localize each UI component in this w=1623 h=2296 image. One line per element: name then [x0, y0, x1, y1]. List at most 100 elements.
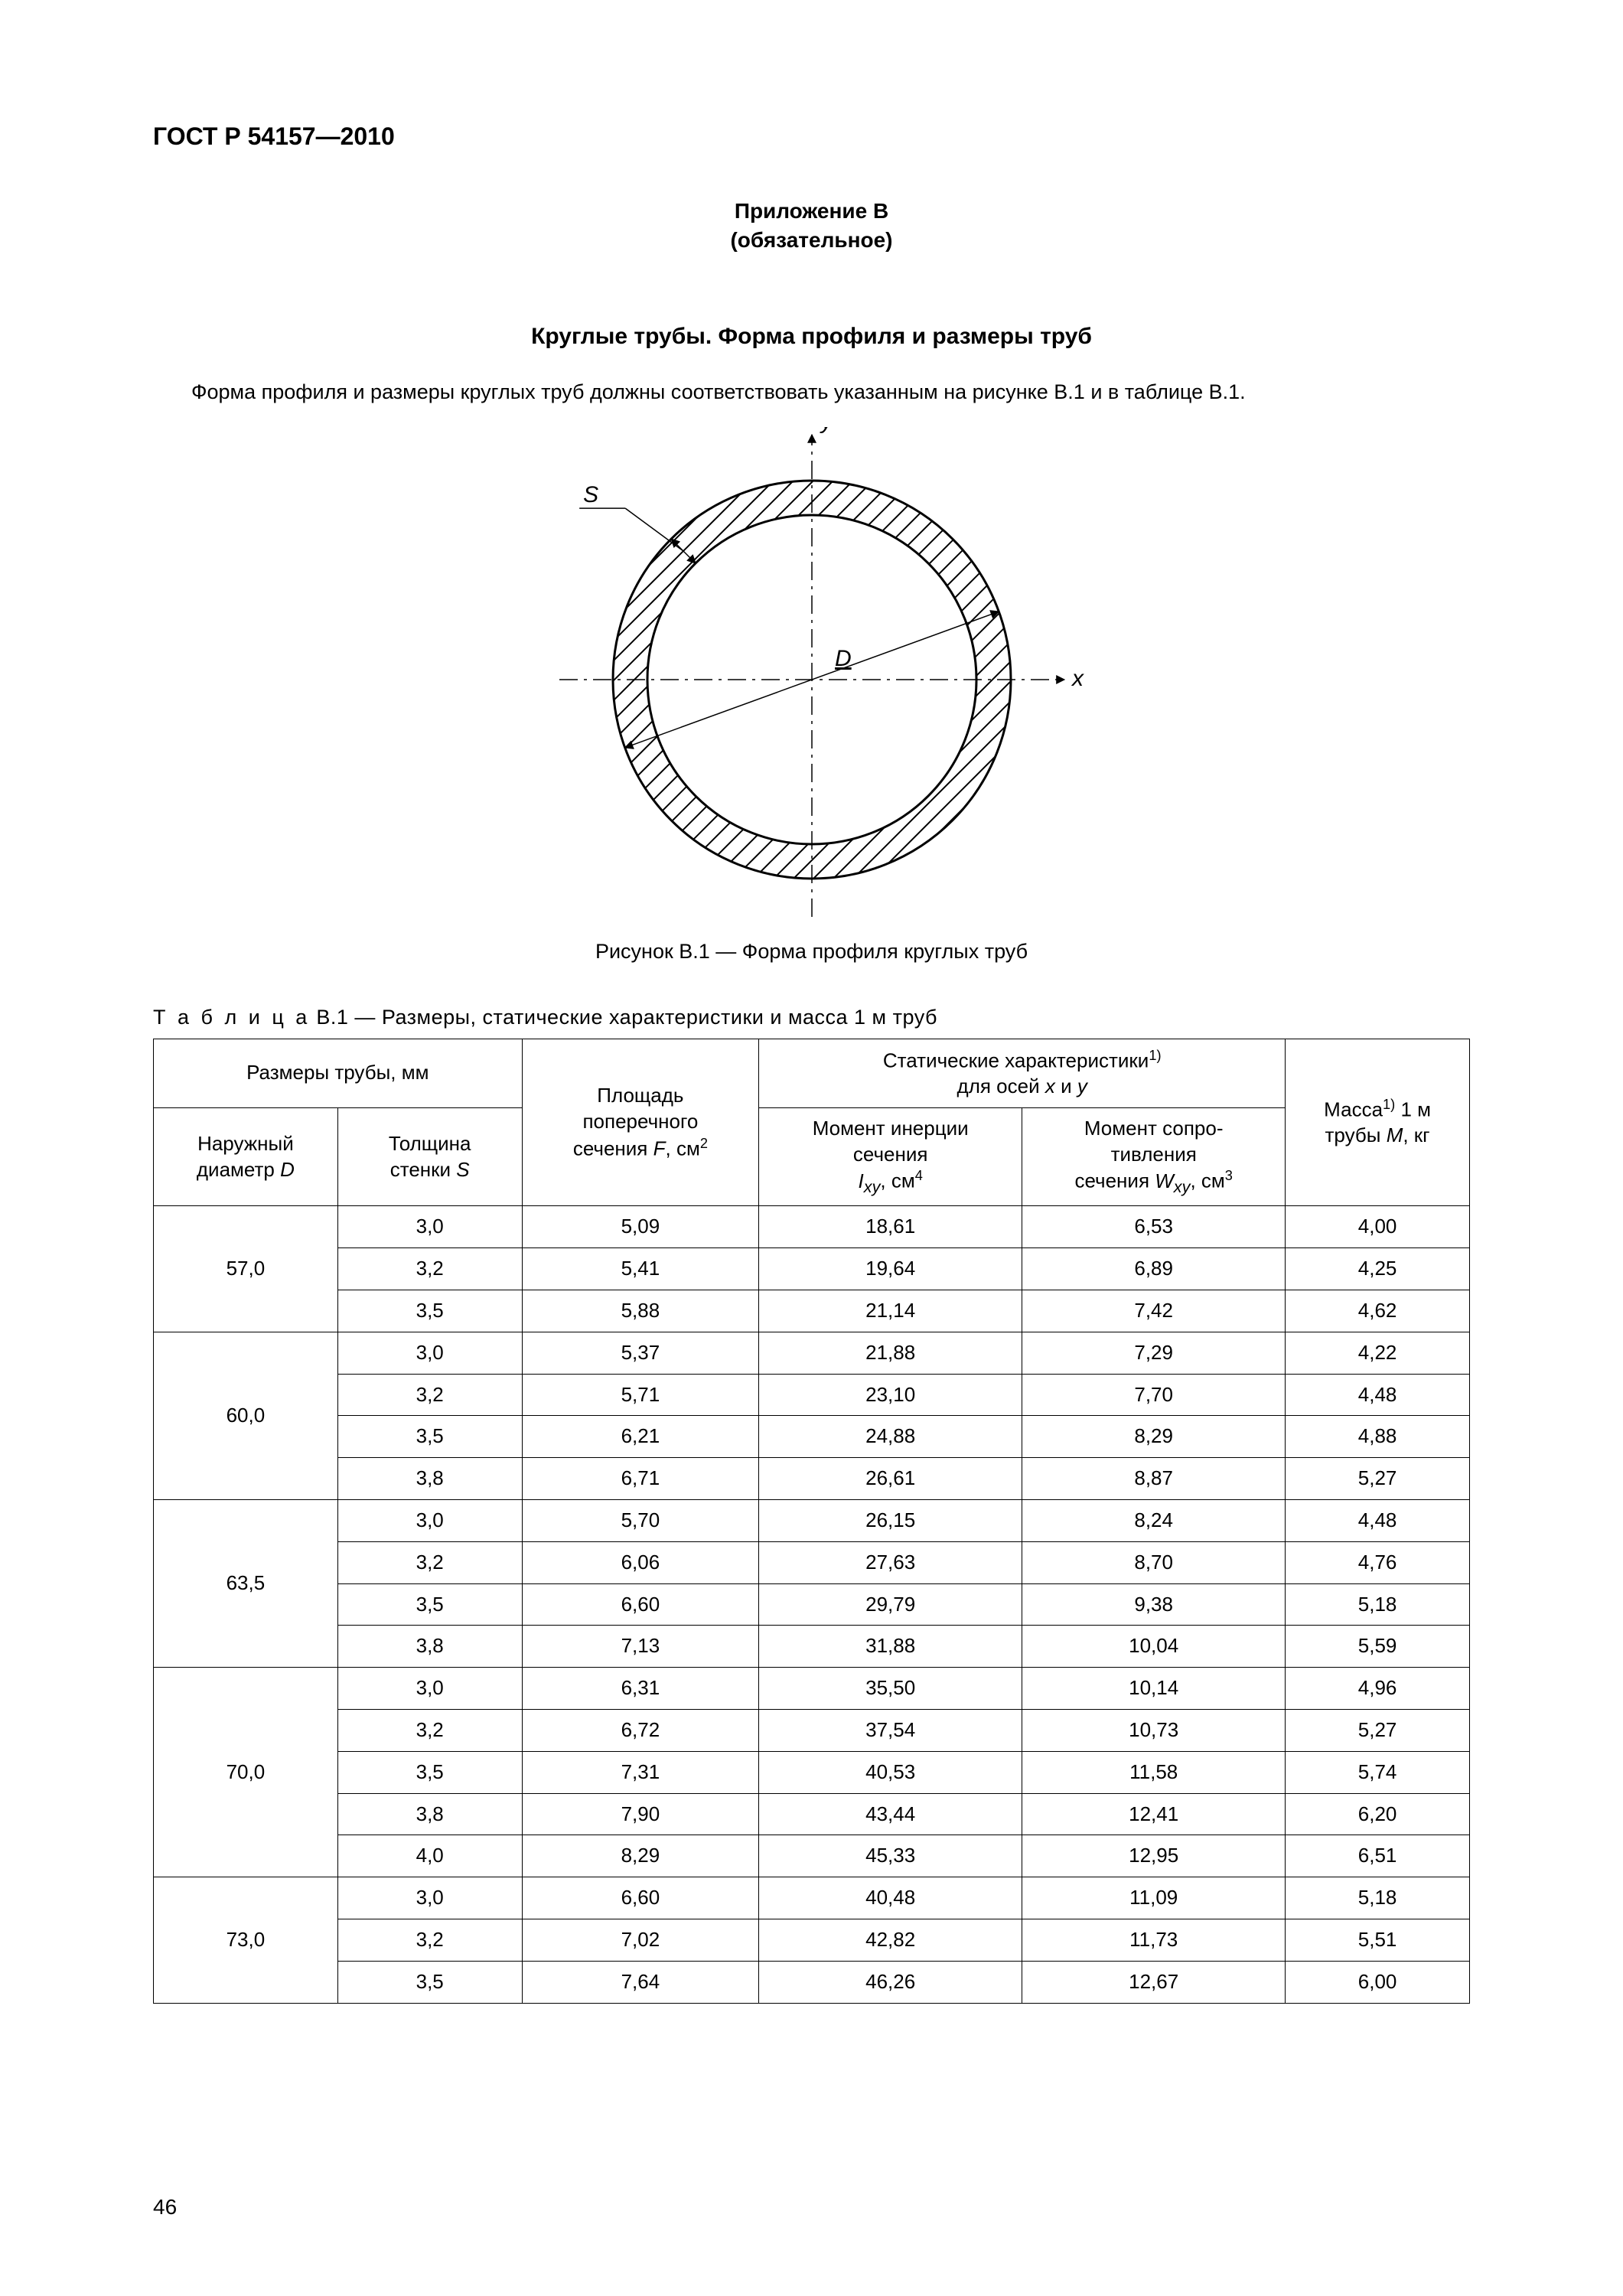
- cell-m: 5,27: [1286, 1458, 1470, 1500]
- cell-ixy: 21,88: [759, 1332, 1022, 1374]
- cell-s: 3,8: [337, 1458, 522, 1500]
- cell-diameter: 60,0: [154, 1332, 338, 1499]
- cell-ixy: 31,88: [759, 1626, 1022, 1668]
- th-moment-resist: Момент сопро-тивлениясечения Wxy, см3: [1022, 1107, 1286, 1206]
- cell-f: 6,60: [522, 1877, 759, 1919]
- svg-text:S: S: [583, 482, 598, 507]
- document-page: ГОСТ Р 54157—2010 Приложение В (обязател…: [0, 0, 1623, 2296]
- svg-text:y: y: [820, 427, 834, 434]
- table-row: 4,08,2945,3312,956,51: [154, 1835, 1470, 1877]
- cell-f: 7,31: [522, 1751, 759, 1793]
- cell-s: 3,2: [337, 1374, 522, 1416]
- table-head: Размеры трубы, мм Площадьпоперечногосече…: [154, 1039, 1470, 1206]
- cell-m: 5,18: [1286, 1583, 1470, 1626]
- cell-wxy: 6,53: [1022, 1206, 1286, 1248]
- appendix-line1: Приложение В: [153, 197, 1470, 226]
- table-row: 3,87,1331,8810,045,59: [154, 1626, 1470, 1668]
- cell-wxy: 12,95: [1022, 1835, 1286, 1877]
- cell-wxy: 8,70: [1022, 1541, 1286, 1583]
- svg-text:D: D: [835, 646, 852, 671]
- standard-header: ГОСТ Р 54157—2010: [153, 122, 1470, 151]
- cell-m: 4,25: [1286, 1248, 1470, 1290]
- cell-wxy: 8,29: [1022, 1416, 1286, 1458]
- cell-m: 5,59: [1286, 1626, 1470, 1668]
- cell-m: 4,76: [1286, 1541, 1470, 1583]
- cell-s: 3,0: [337, 1668, 522, 1710]
- cell-f: 6,71: [522, 1458, 759, 1500]
- cell-f: 8,29: [522, 1835, 759, 1877]
- cell-ixy: 19,64: [759, 1248, 1022, 1290]
- cell-s: 3,5: [337, 1583, 522, 1626]
- cell-f: 5,70: [522, 1500, 759, 1542]
- cell-wxy: 7,70: [1022, 1374, 1286, 1416]
- cell-s: 4,0: [337, 1835, 522, 1877]
- cell-ixy: 29,79: [759, 1583, 1022, 1626]
- cell-ixy: 26,61: [759, 1458, 1022, 1500]
- appendix-heading: Приложение В (обязательное): [153, 197, 1470, 255]
- cell-ixy: 23,10: [759, 1374, 1022, 1416]
- table-row: 3,26,7237,5410,735,27: [154, 1710, 1470, 1752]
- table-row: 3,57,3140,5311,585,74: [154, 1751, 1470, 1793]
- cell-s: 3,0: [337, 1332, 522, 1374]
- cell-s: 3,5: [337, 1290, 522, 1332]
- cell-f: 7,64: [522, 1961, 759, 2003]
- th-area: Площадьпоперечногосечения F, см2: [522, 1039, 759, 1206]
- th-diameter: Наружныйдиаметр D: [154, 1107, 338, 1206]
- cell-wxy: 9,38: [1022, 1583, 1286, 1626]
- th-mass: Масса1) 1 мтрубы M, кг: [1286, 1039, 1470, 1206]
- appendix-line2: (обязательное): [153, 226, 1470, 255]
- cell-m: 6,51: [1286, 1835, 1470, 1877]
- cell-wxy: 10,14: [1022, 1668, 1286, 1710]
- table-row: 70,03,06,3135,5010,144,96: [154, 1668, 1470, 1710]
- table-row: 3,87,9043,4412,416,20: [154, 1793, 1470, 1835]
- th-sizes-group: Размеры трубы, мм: [154, 1039, 523, 1107]
- cell-wxy: 10,73: [1022, 1710, 1286, 1752]
- cell-s: 3,8: [337, 1793, 522, 1835]
- cell-ixy: 43,44: [759, 1793, 1022, 1835]
- pipe-profile-diagram: x y D S: [521, 427, 1103, 917]
- cell-wxy: 6,89: [1022, 1248, 1286, 1290]
- cell-f: 5,88: [522, 1290, 759, 1332]
- cell-f: 5,09: [522, 1206, 759, 1248]
- cell-wxy: 12,67: [1022, 1961, 1286, 2003]
- cell-f: 6,06: [522, 1541, 759, 1583]
- cell-s: 3,0: [337, 1206, 522, 1248]
- cell-f: 6,31: [522, 1668, 759, 1710]
- cell-f: 6,60: [522, 1583, 759, 1626]
- cell-wxy: 12,41: [1022, 1793, 1286, 1835]
- table-row: 3,26,0627,638,704,76: [154, 1541, 1470, 1583]
- cell-ixy: 42,82: [759, 1919, 1022, 1962]
- cell-wxy: 8,24: [1022, 1500, 1286, 1542]
- cell-ixy: 40,53: [759, 1751, 1022, 1793]
- cell-m: 5,51: [1286, 1919, 1470, 1962]
- cell-m: 5,27: [1286, 1710, 1470, 1752]
- table-row: 63,53,05,7026,158,244,48: [154, 1500, 1470, 1542]
- table-body: 57,03,05,0918,616,534,003,25,4119,646,89…: [154, 1206, 1470, 2003]
- cell-wxy: 11,58: [1022, 1751, 1286, 1793]
- cell-s: 3,8: [337, 1626, 522, 1668]
- cell-s: 3,2: [337, 1919, 522, 1962]
- figure-caption: Рисунок В.1 — Форма профиля круглых труб: [153, 940, 1470, 964]
- cell-m: 4,48: [1286, 1374, 1470, 1416]
- cell-ixy: 18,61: [759, 1206, 1022, 1248]
- cell-ixy: 35,50: [759, 1668, 1022, 1710]
- cell-f: 5,71: [522, 1374, 759, 1416]
- cell-m: 4,62: [1286, 1290, 1470, 1332]
- cell-m: 4,00: [1286, 1206, 1470, 1248]
- cell-ixy: 27,63: [759, 1541, 1022, 1583]
- intro-paragraph: Форма профиля и размеры круглых труб дол…: [153, 380, 1470, 404]
- cell-m: 6,00: [1286, 1961, 1470, 2003]
- section-title: Круглые трубы. Форма профиля и размеры т…: [153, 324, 1470, 350]
- cell-m: 4,88: [1286, 1416, 1470, 1458]
- svg-text:x: x: [1071, 666, 1084, 691]
- table-row: 3,86,7126,618,875,27: [154, 1458, 1470, 1500]
- figure-b1: x y D S: [153, 427, 1470, 921]
- th-static-group: Статические характеристики1)для осей x и…: [759, 1039, 1286, 1107]
- cell-wxy: 8,87: [1022, 1458, 1286, 1500]
- cell-ixy: 21,14: [759, 1290, 1022, 1332]
- cell-f: 7,90: [522, 1793, 759, 1835]
- cell-s: 3,5: [337, 1416, 522, 1458]
- cell-diameter: 73,0: [154, 1877, 338, 2003]
- table-row: 3,57,6446,2612,676,00: [154, 1961, 1470, 2003]
- cell-m: 4,22: [1286, 1332, 1470, 1374]
